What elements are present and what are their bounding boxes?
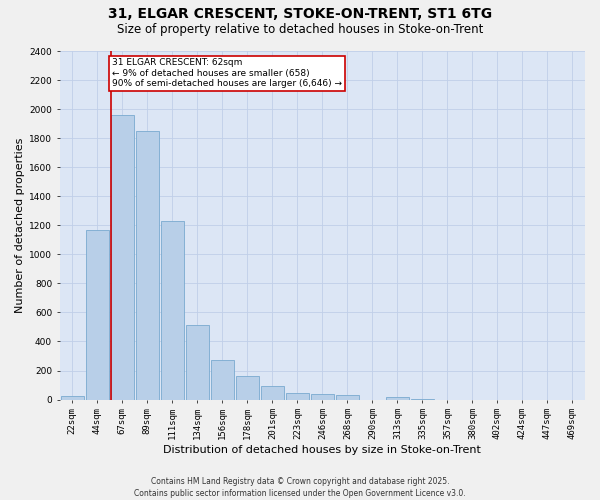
Bar bbox=[211, 360, 233, 400]
Bar bbox=[236, 376, 259, 400]
Bar bbox=[136, 131, 158, 400]
Bar bbox=[386, 398, 409, 400]
Bar bbox=[161, 221, 184, 400]
Y-axis label: Number of detached properties: Number of detached properties bbox=[15, 138, 25, 313]
Bar bbox=[111, 115, 134, 400]
Bar bbox=[336, 395, 359, 400]
Text: Size of property relative to detached houses in Stoke-on-Trent: Size of property relative to detached ho… bbox=[117, 22, 483, 36]
Bar bbox=[261, 386, 284, 400]
Bar bbox=[61, 396, 83, 400]
Bar bbox=[286, 393, 308, 400]
Bar bbox=[186, 326, 209, 400]
Text: 31 ELGAR CRESCENT: 62sqm
← 9% of detached houses are smaller (658)
90% of semi-d: 31 ELGAR CRESCENT: 62sqm ← 9% of detache… bbox=[112, 58, 342, 88]
Text: 31, ELGAR CRESCENT, STOKE-ON-TRENT, ST1 6TG: 31, ELGAR CRESCENT, STOKE-ON-TRENT, ST1 … bbox=[108, 8, 492, 22]
Bar bbox=[411, 399, 434, 400]
Bar bbox=[86, 230, 109, 400]
X-axis label: Distribution of detached houses by size in Stoke-on-Trent: Distribution of detached houses by size … bbox=[163, 445, 481, 455]
Bar bbox=[311, 394, 334, 400]
Text: Contains HM Land Registry data © Crown copyright and database right 2025.
Contai: Contains HM Land Registry data © Crown c… bbox=[134, 476, 466, 498]
